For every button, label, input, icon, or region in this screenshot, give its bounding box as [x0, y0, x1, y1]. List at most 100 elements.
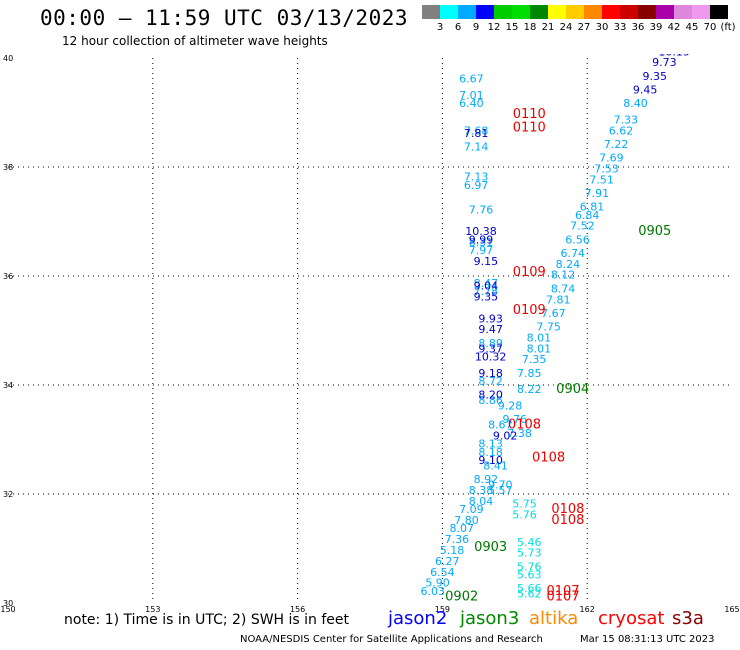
time-label: 0904 [556, 382, 589, 397]
wave-height-label: 8.18 [478, 446, 503, 459]
wave-height-label: 5.90 [425, 577, 450, 590]
legend-swatch-label: 15 [505, 22, 519, 33]
wave-height-label: 6.40 [459, 97, 484, 110]
wave-height-label: 9.76 [503, 413, 528, 426]
wave-height-label: 8.01 [527, 342, 552, 355]
legend-swatch-label: 42 [667, 22, 681, 33]
wave-height-label: 9.15 [474, 255, 499, 268]
time-label: 0905 [638, 224, 671, 239]
wave-height-label: 10.32 [475, 350, 507, 363]
wave-height-label: 8.8 [694, 0, 712, 9]
wave-height-label: 9.37 [478, 342, 503, 355]
wave-height-label: 9.35 [643, 70, 668, 83]
wave-height-label: 6.56 [565, 233, 590, 246]
wave-height-label: 5.46 [517, 536, 542, 549]
x-tick-label: 153 [145, 605, 160, 614]
legend-swatch-label: 39 [649, 22, 663, 33]
wave-height-label: 9.73 [652, 56, 677, 69]
time-label: 0902 [445, 589, 478, 604]
legend-swatch [620, 5, 638, 19]
wave-height-label: 10.38 [465, 225, 497, 238]
wave-height-label: 6.27 [435, 555, 460, 568]
wave-height-label: 9.35 [474, 291, 499, 304]
wave-height-label: 5.57 [488, 484, 513, 497]
legend-swatch-label: 3 [436, 22, 444, 33]
wave-height-label: 8.72 [478, 375, 503, 388]
wave-height-label: 9.93 [478, 312, 503, 325]
satellite-jason3-label: jason3 [460, 608, 520, 629]
satellite-jason2-label: jason2 [388, 608, 448, 629]
chart-title: 00:00 — 11:59 UTC 03/13/2023 [40, 6, 409, 30]
legend-swatch-label: 18 [523, 22, 537, 33]
wave-height-label: 10.15 [658, 45, 690, 58]
legend-swatch-label: 27 [577, 22, 591, 33]
wave-height-label: 7.14 [464, 141, 489, 154]
wave-height-label: 7.91 [585, 187, 610, 200]
wave-height-label: 6.62 [609, 124, 634, 137]
wave-height-label: 8.47 [474, 277, 499, 290]
time-label: 0903 [474, 540, 507, 555]
wave-height-label: 7.51 [589, 173, 614, 186]
wave-height-label: 6.84 [575, 209, 600, 222]
legend-swatch [710, 5, 728, 19]
wave-height-label: 9.70 [488, 479, 513, 492]
wave-height-label: 6.81 [580, 201, 605, 214]
legend-swatch [422, 5, 440, 19]
wave-height-label: 6.74 [560, 247, 585, 260]
legend-swatch [692, 5, 710, 19]
wave-height-label: 7.09 [459, 503, 484, 516]
legend-swatch [476, 5, 494, 19]
wave-height-label: 6.54 [430, 566, 455, 579]
wave-height-label: 7.38 [507, 427, 532, 440]
legend-swatch [656, 5, 674, 19]
wave-height-label: 9.45 [633, 83, 658, 96]
wave-height-label: 7.85 [517, 367, 542, 380]
legend-swatch [440, 5, 458, 19]
legend-swatch-label: (ft) [720, 22, 736, 33]
wave-height-label: 8.01 [527, 331, 552, 344]
wave-height-label: 9.10 [478, 454, 503, 467]
wave-height-label: 7.69 [599, 152, 624, 165]
wave-height-label: 8.07 [449, 522, 474, 535]
wave-height-label: 8.70 [686, 7, 711, 20]
y-tick-label: 38 [3, 163, 13, 172]
wave-height-label: 5.76 [512, 509, 537, 522]
legend-swatch-label: 12 [487, 22, 501, 33]
legend-swatch-label: 45 [685, 22, 699, 33]
wave-height-label: 8.40 [623, 97, 648, 110]
wave-height-label: 7.53 [594, 162, 619, 175]
wave-height-label: 8.31 [469, 236, 494, 249]
legend-swatch [494, 5, 512, 19]
wave-height-label: 5.18 [440, 544, 465, 557]
time-label: 0109 [513, 303, 546, 318]
units-note: note: 1) Time is in UTC; 2) SWH is in fe… [64, 612, 350, 628]
wave-height-label: 8.20 [478, 389, 503, 402]
data-points-group: 6.67 7.016.40 7.68 7.14 7.136.97 7.76 8.317.97… [420, 0, 712, 604]
legend-swatch-label: 24 [559, 22, 573, 33]
wave-height-label: 6.03 [420, 585, 445, 598]
wave-height-label: 7.35 [522, 353, 547, 366]
wave-height-label: 7.13 [464, 171, 489, 184]
wave-height-label: 9.47 [478, 323, 503, 336]
satellite-altika-label: altika [529, 608, 579, 629]
legend-swatch [674, 5, 692, 19]
wave-height-label: 8.67 [488, 419, 513, 432]
time-label: 0108 [551, 513, 584, 528]
chart-subtitle: 12 hour collection of altimeter wave hei… [62, 34, 328, 48]
wave-height-label: 7.22 [604, 138, 629, 151]
wave-height-label: 9.47 [671, 32, 696, 45]
wave-height-label: 5.66 [517, 582, 542, 595]
y-tick-label: 40 [3, 54, 13, 63]
wave-height-label: 8.22 [517, 383, 542, 396]
legend-swatch-label: 70 [703, 22, 717, 33]
x-tick-label: 156 [290, 605, 305, 614]
wave-height-label: 5.76 [517, 560, 542, 573]
time-label: 0107 [547, 589, 580, 604]
wave-height-label: 7.81 [546, 293, 571, 306]
wave-height-label: 8.86 [478, 394, 503, 407]
wave-height-label: 9.04 [474, 280, 499, 293]
wave-height-label: 7.01 [459, 89, 484, 102]
wave-height-label: 6.67 [459, 73, 484, 86]
y-tick-label: 32 [3, 490, 13, 499]
